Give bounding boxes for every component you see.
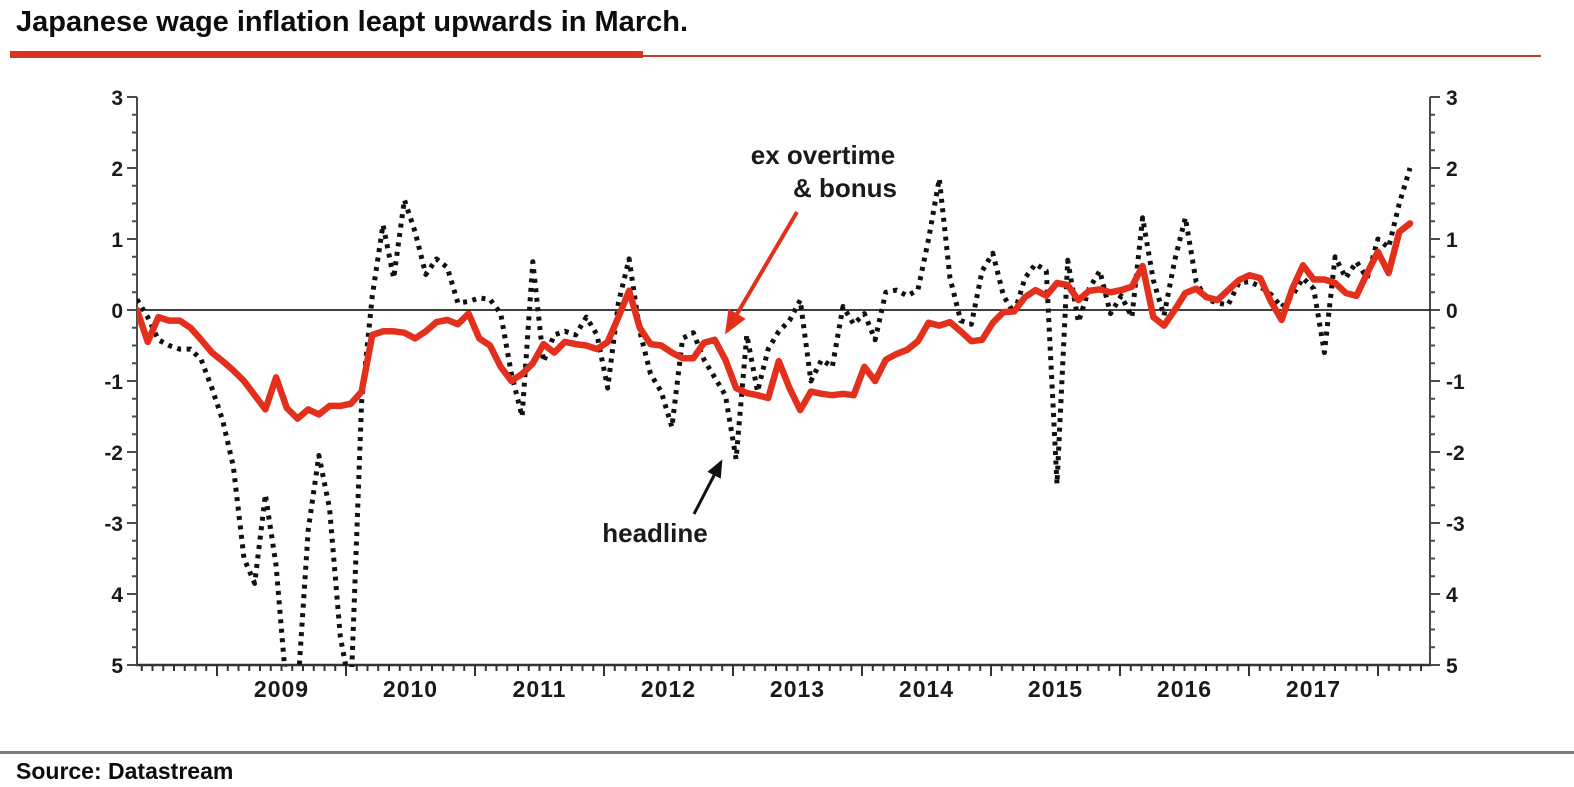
y-axis-tick-label-left: 4: [111, 584, 123, 607]
x-axis-year-label: 2016: [1157, 676, 1212, 702]
annotation-ex-overtime-bonus-label: ex overtime: [751, 140, 896, 170]
y-axis-tick-label-right: 1: [1446, 229, 1458, 252]
y-axis-tick-label-right: 4: [1446, 584, 1458, 607]
source-caption: Source: Datastream: [16, 758, 234, 784]
ex-overtime-bonus-series-line: [137, 220, 1414, 422]
headline-series-line: [137, 167, 1413, 667]
y-axis-tick-label-left: -3: [104, 513, 123, 536]
page-title: Japanese wage inflation leapt upwards in…: [16, 6, 688, 38]
y-axis-tick-label-right: -3: [1446, 513, 1465, 536]
source-divider-rule: [0, 751, 1574, 754]
y-axis-tick-label-left: 5: [111, 655, 123, 678]
y-axis-tick-label-left: 0: [111, 300, 123, 323]
x-axis-year-label: 2012: [641, 676, 696, 702]
y-axis-tick-label-right: 3: [1446, 87, 1458, 110]
x-axis-year-label: 2015: [1028, 676, 1083, 702]
chart-canvas: 3 3 2 2 1 1 0 0 -1 -1 -2 -2 -3 -3 4 4 5 5 2009 2010 2011 2012…: [104, 87, 1465, 702]
y-axis-tick-label-left: -2: [104, 442, 123, 465]
wage-inflation-chart: 3 3 2 2 1 1 0 0 -1 -1 -2 -2 -3 -3 4 4 5 5 2009 2010 2011 2012…: [0, 70, 1574, 740]
y-axis-tick-label-left: 3: [111, 87, 123, 110]
annotation-headline-label: headline: [602, 518, 707, 548]
x-axis-year-label: 2014: [899, 676, 954, 702]
y-axis-tick-label-left: 1: [111, 229, 123, 252]
title-underline-rule: [10, 55, 1541, 57]
x-axis-year-label: 2017: [1286, 676, 1341, 702]
x-axis-year-label: 2010: [383, 676, 438, 702]
annotation-headline-arrow: [692, 459, 723, 515]
x-axis-year-label: 2013: [770, 676, 825, 702]
annotation-ex-overtime-bonus-label: & bonus: [793, 173, 897, 203]
y-axis-tick-label-right: -2: [1446, 442, 1465, 465]
x-axis-year-label: 2009: [254, 676, 309, 702]
y-axis-tick-label-right: 2: [1446, 158, 1458, 181]
title-underline-accent: [10, 51, 643, 58]
y-axis-tick-label-right: 0: [1446, 300, 1458, 323]
y-axis-tick-label-right: -1: [1446, 371, 1465, 394]
y-axis-tick-label-right: 5: [1446, 655, 1458, 678]
y-axis-tick-label-left: -1: [104, 371, 123, 394]
annotation-ex-overtime-bonus-arrow: [724, 210, 799, 335]
x-axis-year-label: 2011: [513, 676, 567, 702]
y-axis-tick-label-left: 2: [111, 158, 123, 181]
